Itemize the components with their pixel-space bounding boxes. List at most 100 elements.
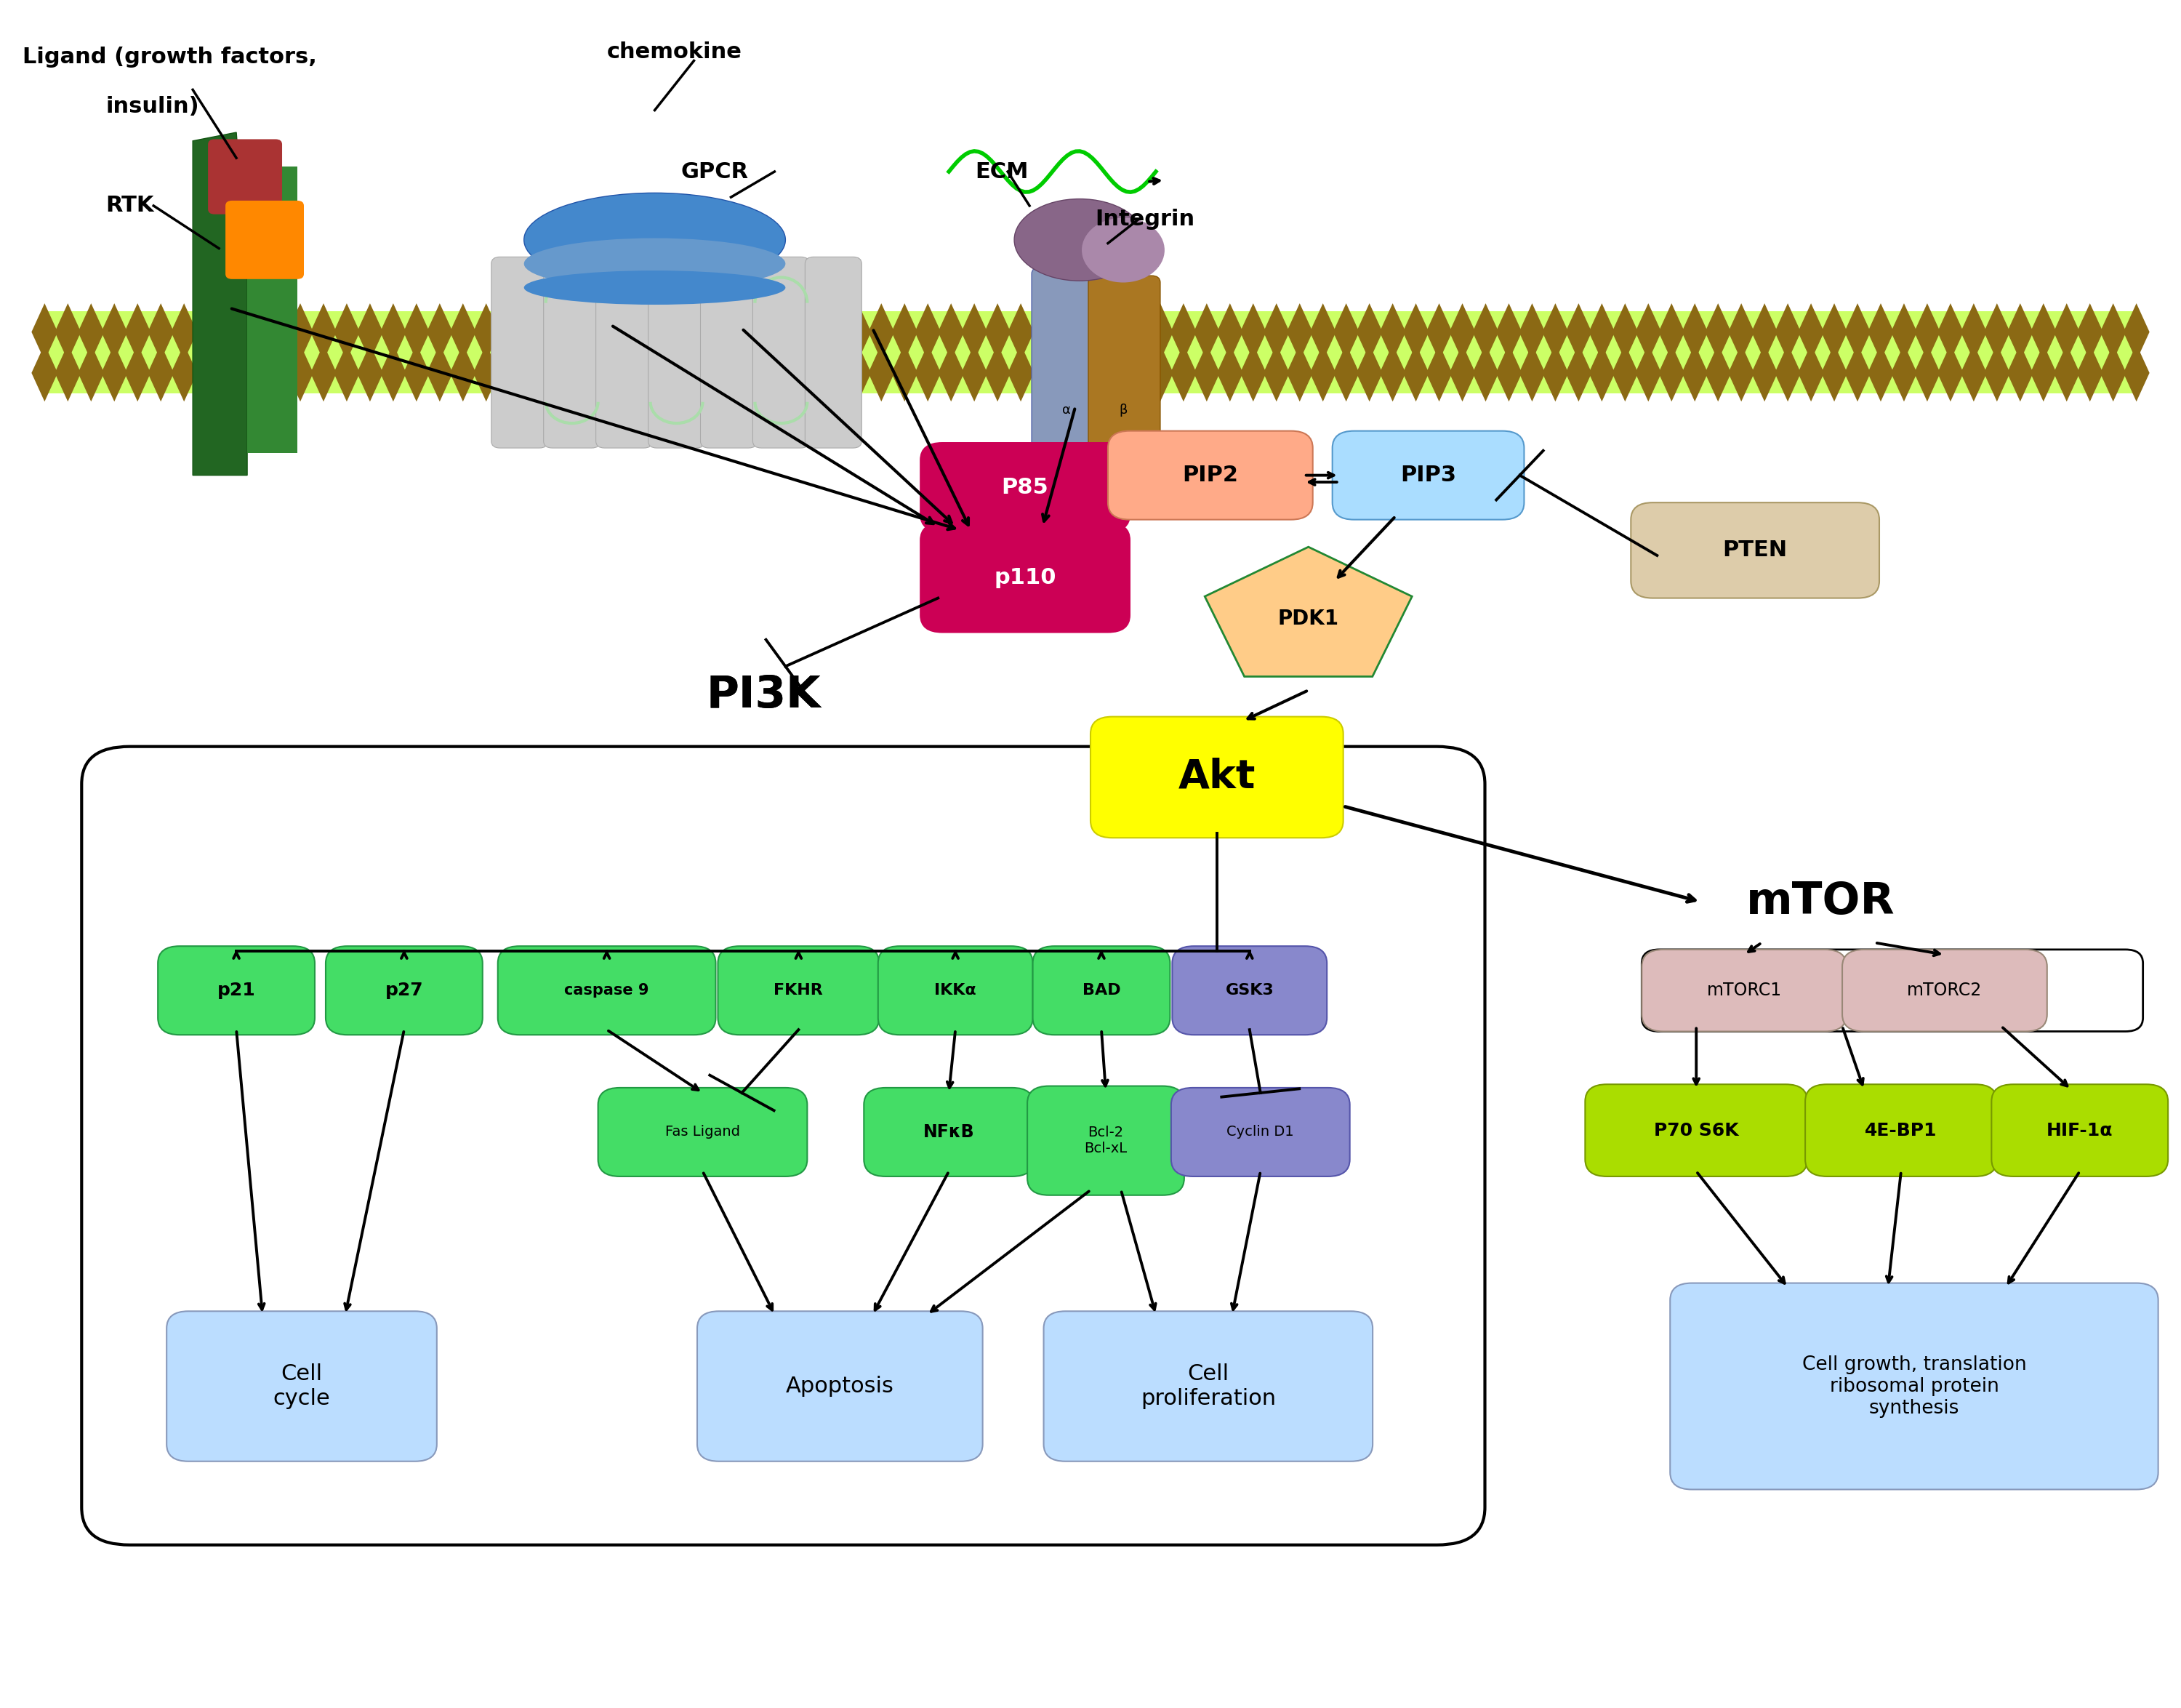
Text: Fas Ligand: Fas Ligand: [665, 1126, 739, 1139]
Polygon shape: [613, 304, 639, 360]
Polygon shape: [1612, 345, 1638, 401]
Polygon shape: [1867, 345, 1893, 401]
Polygon shape: [449, 304, 475, 360]
FancyBboxPatch shape: [920, 523, 1130, 632]
Polygon shape: [403, 345, 430, 401]
FancyBboxPatch shape: [1991, 1085, 2168, 1177]
Polygon shape: [1961, 304, 1987, 360]
FancyBboxPatch shape: [1088, 275, 1160, 494]
Text: mTOR: mTOR: [1747, 880, 1895, 924]
Polygon shape: [2076, 345, 2102, 401]
FancyBboxPatch shape: [1108, 430, 1313, 519]
Polygon shape: [192, 133, 246, 475]
Polygon shape: [427, 345, 454, 401]
Polygon shape: [519, 304, 545, 360]
Text: PI3K: PI3K: [707, 675, 820, 717]
Polygon shape: [2100, 304, 2126, 360]
FancyBboxPatch shape: [700, 256, 757, 447]
Polygon shape: [1171, 345, 1197, 401]
Polygon shape: [1287, 304, 1313, 360]
Polygon shape: [1204, 547, 1411, 676]
Polygon shape: [1450, 304, 1477, 360]
Polygon shape: [704, 304, 731, 360]
Ellipse shape: [523, 193, 785, 287]
Text: ECM: ECM: [975, 161, 1029, 183]
Polygon shape: [1263, 345, 1289, 401]
Text: mTORC1: mTORC1: [1708, 982, 1782, 999]
Polygon shape: [240, 304, 266, 360]
Text: chemokine: chemokine: [606, 41, 742, 63]
Polygon shape: [358, 304, 384, 360]
Polygon shape: [1915, 345, 1941, 401]
Polygon shape: [1426, 345, 1453, 401]
FancyBboxPatch shape: [920, 442, 1130, 531]
Polygon shape: [2100, 345, 2126, 401]
Polygon shape: [1147, 345, 1173, 401]
Polygon shape: [148, 304, 174, 360]
Polygon shape: [124, 304, 150, 360]
Polygon shape: [728, 304, 755, 360]
Polygon shape: [1193, 345, 1219, 401]
Text: P85: P85: [1001, 477, 1049, 497]
Polygon shape: [124, 345, 150, 401]
FancyBboxPatch shape: [207, 138, 281, 214]
Polygon shape: [752, 345, 779, 401]
Polygon shape: [1381, 345, 1407, 401]
Polygon shape: [1311, 345, 1337, 401]
Polygon shape: [1636, 345, 1662, 401]
Polygon shape: [55, 345, 81, 401]
Polygon shape: [1727, 304, 1754, 360]
Polygon shape: [962, 345, 988, 401]
Polygon shape: [892, 304, 918, 360]
Ellipse shape: [1014, 198, 1145, 280]
Polygon shape: [264, 304, 290, 360]
Text: α: α: [1062, 403, 1071, 417]
Polygon shape: [752, 304, 779, 360]
Text: β: β: [1119, 403, 1128, 417]
Polygon shape: [1518, 304, 1544, 360]
Polygon shape: [1821, 345, 1847, 401]
Polygon shape: [659, 345, 685, 401]
FancyBboxPatch shape: [1642, 950, 1847, 1032]
Polygon shape: [194, 304, 220, 360]
Polygon shape: [100, 304, 126, 360]
Polygon shape: [1797, 345, 1823, 401]
Polygon shape: [589, 345, 615, 401]
Polygon shape: [798, 345, 824, 401]
Ellipse shape: [523, 237, 785, 289]
Polygon shape: [704, 345, 731, 401]
FancyBboxPatch shape: [1032, 266, 1104, 502]
Polygon shape: [1053, 345, 1080, 401]
Text: Cyclin D1: Cyclin D1: [1226, 1126, 1293, 1139]
Polygon shape: [844, 304, 870, 360]
Polygon shape: [798, 304, 824, 360]
Polygon shape: [589, 304, 615, 360]
Polygon shape: [683, 345, 709, 401]
Polygon shape: [637, 345, 663, 401]
Polygon shape: [1985, 345, 2011, 401]
FancyBboxPatch shape: [698, 1312, 984, 1462]
Polygon shape: [1357, 345, 1383, 401]
Polygon shape: [1311, 304, 1337, 360]
Polygon shape: [1658, 345, 1684, 401]
Polygon shape: [2031, 304, 2057, 360]
Polygon shape: [1402, 345, 1429, 401]
Polygon shape: [1867, 304, 1893, 360]
Polygon shape: [2031, 345, 2057, 401]
Ellipse shape: [1082, 217, 1165, 282]
Text: Bcl-2
Bcl-xL: Bcl-2 Bcl-xL: [1084, 1126, 1128, 1156]
Polygon shape: [962, 304, 988, 360]
FancyBboxPatch shape: [325, 946, 482, 1035]
Polygon shape: [1101, 304, 1128, 360]
Polygon shape: [1357, 304, 1383, 360]
FancyBboxPatch shape: [1034, 946, 1169, 1035]
FancyBboxPatch shape: [879, 946, 1034, 1035]
Polygon shape: [288, 304, 314, 360]
Polygon shape: [1845, 304, 1871, 360]
Polygon shape: [334, 345, 360, 401]
Polygon shape: [1217, 304, 1243, 360]
FancyBboxPatch shape: [1631, 502, 1880, 598]
Text: Ligand (growth factors,: Ligand (growth factors,: [22, 46, 316, 68]
Polygon shape: [1426, 304, 1453, 360]
Polygon shape: [449, 345, 475, 401]
